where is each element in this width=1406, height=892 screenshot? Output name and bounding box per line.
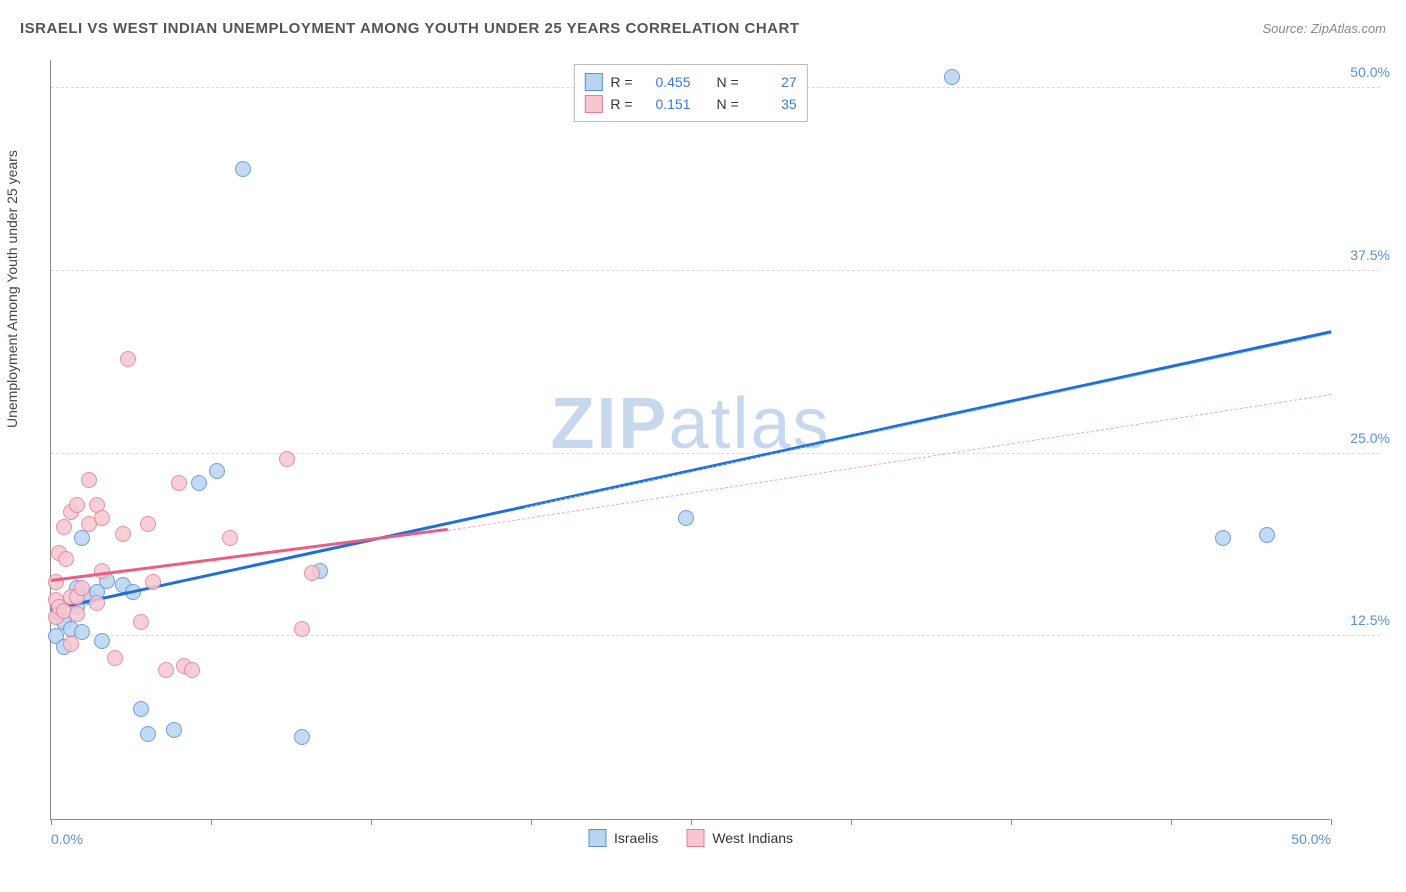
y-tick-label: 50.0% — [1350, 64, 1390, 80]
data-point — [304, 565, 320, 581]
data-point — [166, 722, 182, 738]
legend-swatch — [686, 829, 704, 847]
trend-line — [51, 528, 448, 582]
data-point — [678, 510, 694, 526]
data-point — [133, 701, 149, 717]
trend-line — [448, 394, 1331, 531]
data-point — [69, 606, 85, 622]
data-point — [191, 475, 207, 491]
stats-legend-row: R = 0.455 N = 27 — [584, 71, 796, 93]
stat-r-label: R = — [610, 96, 632, 112]
data-point — [133, 614, 149, 630]
y-axis-label: Unemployment Among Youth under 25 years — [4, 150, 20, 428]
data-point — [89, 595, 105, 611]
y-tick-label: 25.0% — [1350, 430, 1390, 446]
x-tick — [371, 819, 372, 825]
x-tick — [531, 819, 532, 825]
stat-n-value: 27 — [747, 74, 797, 90]
stat-r-label: R = — [610, 74, 632, 90]
x-tick — [851, 819, 852, 825]
data-point — [209, 463, 225, 479]
data-point — [94, 633, 110, 649]
gridline — [51, 635, 1380, 636]
stats-legend-row: R = 0.151 N = 35 — [584, 93, 796, 115]
x-tick — [1331, 819, 1332, 825]
data-point — [171, 475, 187, 491]
gridline — [51, 453, 1380, 454]
x-tick — [51, 819, 52, 825]
legend-item: West Indians — [686, 829, 793, 847]
x-tick — [1011, 819, 1012, 825]
data-point — [69, 497, 85, 513]
legend-swatch — [584, 73, 602, 91]
data-point — [235, 161, 251, 177]
data-point — [145, 574, 161, 590]
legend-item: Israelis — [588, 829, 658, 847]
data-point — [74, 530, 90, 546]
legend-label: West Indians — [712, 830, 793, 846]
data-point — [56, 519, 72, 535]
data-point — [294, 729, 310, 745]
data-point — [140, 726, 156, 742]
chart-title: ISRAELI VS WEST INDIAN UNEMPLOYMENT AMON… — [20, 20, 800, 37]
legend-swatch — [588, 829, 606, 847]
data-point — [294, 621, 310, 637]
x-tick — [211, 819, 212, 825]
stats-legend: R = 0.455 N = 27 R = 0.151 N = 35 — [573, 64, 807, 122]
x-tick — [1171, 819, 1172, 825]
data-point — [63, 636, 79, 652]
y-tick-label: 37.5% — [1350, 247, 1390, 263]
data-point — [1215, 530, 1231, 546]
data-point — [81, 472, 97, 488]
data-point — [279, 451, 295, 467]
data-point — [115, 526, 131, 542]
data-point — [944, 69, 960, 85]
data-point — [120, 351, 136, 367]
data-point — [184, 662, 200, 678]
trend-line — [524, 333, 1331, 508]
x-tick-label: 50.0% — [1291, 831, 1331, 847]
data-point — [1259, 527, 1275, 543]
gridline — [51, 270, 1380, 271]
data-point — [58, 551, 74, 567]
scatter-plot: ZIPatlas R =0.455N =27R =0.151N =35 Isra… — [50, 60, 1330, 820]
data-point — [158, 662, 174, 678]
x-tick-label: 0.0% — [51, 831, 83, 847]
stat-r-value: 0.455 — [641, 74, 691, 90]
data-point — [94, 510, 110, 526]
stat-n-value: 35 — [747, 96, 797, 112]
y-tick-label: 12.5% — [1350, 612, 1390, 628]
source-attribution: Source: ZipAtlas.com — [1262, 21, 1386, 36]
data-point — [107, 650, 123, 666]
data-point — [74, 580, 90, 596]
stat-r-value: 0.151 — [641, 96, 691, 112]
legend-swatch — [584, 95, 602, 113]
data-point — [140, 516, 156, 532]
legend-label: Israelis — [614, 830, 658, 846]
stat-n-label: N = — [717, 74, 739, 90]
stat-n-label: N = — [717, 96, 739, 112]
series-legend: Israelis West Indians — [588, 829, 793, 847]
x-tick — [691, 819, 692, 825]
data-point — [222, 530, 238, 546]
